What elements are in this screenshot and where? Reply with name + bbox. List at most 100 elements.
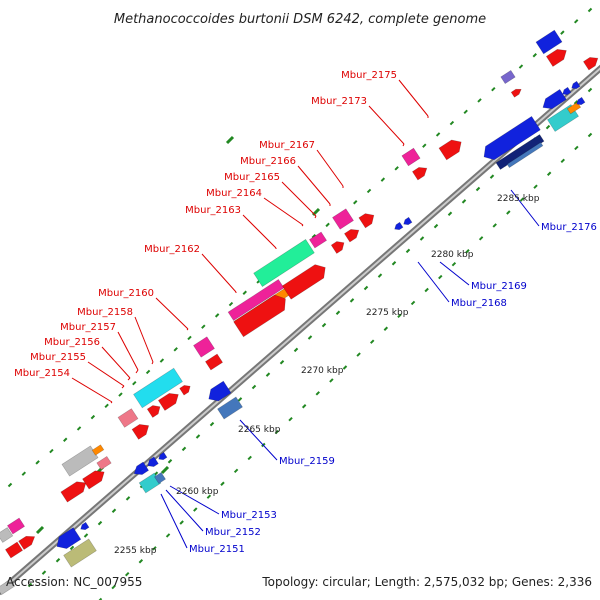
gene-label-mbur-2155: Mbur_2155 <box>30 352 86 363</box>
tick-mark <box>325 222 330 228</box>
gene-feature-shape <box>571 80 581 90</box>
gene-feature-shape <box>576 96 586 106</box>
tick-mark <box>377 273 383 278</box>
gene-feature-shape <box>510 88 522 98</box>
gene-feature-shape <box>358 213 375 229</box>
tick-mark <box>201 324 206 329</box>
tick-mark <box>451 261 457 267</box>
accession-text: Accession: NC_007955 <box>6 575 142 589</box>
tick-mark <box>49 448 54 454</box>
leader-line <box>165 489 204 532</box>
gene-feature-shape <box>411 167 428 181</box>
tick-mark <box>356 352 361 357</box>
gene-feature-shape <box>582 57 599 71</box>
leader-line <box>201 253 237 293</box>
tick-mark <box>279 360 285 365</box>
leader-line <box>117 331 139 371</box>
tick-mark <box>518 64 524 69</box>
tick-mark <box>274 429 280 435</box>
tick-mark <box>532 53 537 58</box>
label-leader-lines <box>71 79 540 549</box>
gene-feature <box>4 541 24 559</box>
scale-label: 2285 kbp <box>497 194 540 204</box>
gene-feature <box>401 147 421 167</box>
tick-mark <box>111 584 116 590</box>
tick-mark <box>193 507 198 512</box>
gene-feature-shape <box>133 367 183 409</box>
tick-mark <box>251 384 257 390</box>
leader-line <box>316 149 344 187</box>
tick-mark <box>315 391 320 396</box>
major-tick-mark <box>225 135 235 145</box>
gene-feature-shape <box>80 521 90 531</box>
gene-feature-shape <box>193 336 215 358</box>
tick-mark <box>98 597 103 600</box>
tick-mark <box>461 199 467 204</box>
gene-feature <box>332 208 354 230</box>
tick-mark <box>228 301 234 307</box>
gene-feature <box>483 115 541 161</box>
gene-feature <box>131 424 150 440</box>
major-tick-mark <box>160 465 170 475</box>
gene-feature-shape <box>154 472 166 484</box>
gene-feature-shape <box>179 385 191 396</box>
gene-feature-shape <box>133 461 150 475</box>
tick-mark <box>242 290 247 295</box>
gene-feature-shape <box>146 405 161 418</box>
scale-labels: 2255 kbp 2260 kbp 2265 kbp 2270 kbp 2275 kbp… <box>114 194 540 556</box>
tick-mark <box>422 143 427 148</box>
gene-feature <box>582 57 599 71</box>
gene-feature-shape <box>438 139 462 161</box>
gene-feature-shape <box>82 470 105 490</box>
tick-mark <box>383 326 389 331</box>
gene-feature <box>147 456 159 467</box>
gene-feature <box>82 470 105 490</box>
gene-feature <box>233 294 286 338</box>
tick-mark <box>35 460 40 465</box>
gene-feature-shape <box>233 294 286 338</box>
tick-mark <box>63 437 68 442</box>
gene-feature <box>510 88 522 98</box>
gene-label-mbur-2153: Mbur_2153 <box>221 510 277 521</box>
gene-feature <box>545 49 567 67</box>
tick-mark <box>104 403 109 409</box>
tick-mark <box>233 468 239 474</box>
tick-mark <box>560 30 565 35</box>
gene-feature <box>133 367 183 409</box>
tick-mark <box>363 285 369 291</box>
gene-feature <box>438 139 462 161</box>
gene-label-mbur-2164: Mbur_2164 <box>206 188 262 199</box>
tick-mark <box>293 347 299 353</box>
gene-feature <box>506 142 544 168</box>
tick-mark <box>311 233 317 239</box>
leader-line <box>510 189 540 227</box>
gene-feature-shape <box>117 408 139 428</box>
tick-mark <box>410 300 416 306</box>
leader-line <box>314 215 317 219</box>
leader-line <box>155 297 189 330</box>
leader-line <box>71 377 113 403</box>
tick-mark <box>546 171 552 176</box>
tick-mark <box>489 174 495 179</box>
tick-mark <box>247 455 252 461</box>
tick-mark <box>118 392 123 397</box>
gene-feature <box>308 231 328 249</box>
tick-mark <box>265 372 271 377</box>
gene-feature <box>117 408 139 428</box>
gene-feature <box>576 96 586 106</box>
gene-label-mbur-2160: Mbur_2160 <box>98 288 154 299</box>
gene-feature-shape <box>0 527 14 543</box>
scale-label: 2280 kbp <box>431 250 474 260</box>
leader-line <box>368 105 405 145</box>
gene-feature-shape <box>157 393 179 411</box>
leader-line <box>398 79 429 117</box>
gene-feature <box>91 444 105 456</box>
gene-feature-shape <box>545 49 567 67</box>
gene-feature-shape <box>91 444 105 456</box>
gene-feature <box>204 353 224 371</box>
tick-mark <box>519 197 525 202</box>
gene-label-mbur-2169: Mbur_2169 <box>471 281 527 292</box>
tick-mark <box>477 98 482 103</box>
leader-line <box>135 369 139 374</box>
gene-feature-shape <box>330 241 345 254</box>
